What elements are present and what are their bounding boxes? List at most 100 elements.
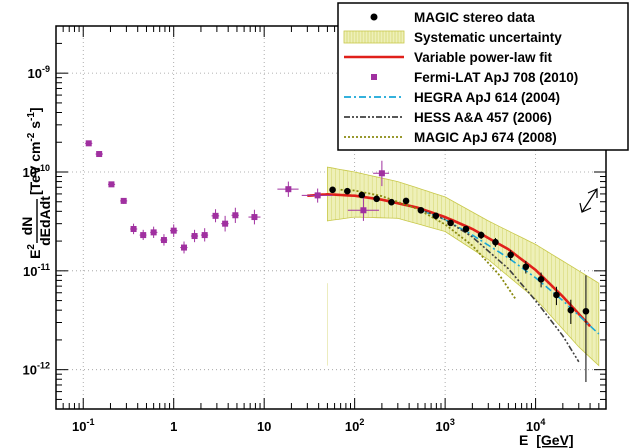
magic-marker [402, 197, 410, 205]
magic-stereo-data-point [388, 198, 395, 206]
fermi-data-point [180, 241, 188, 254]
fermi-data-point [108, 181, 116, 188]
y-tick-label: 10-12 [23, 361, 50, 378]
data-points-layer [85, 140, 590, 383]
fermi-marker [160, 237, 167, 244]
x-tick-label: 102 [345, 417, 364, 434]
magic-marker [477, 231, 485, 239]
magic-marker [388, 198, 395, 206]
fermi-marker [140, 232, 147, 239]
fermi-marker [212, 212, 219, 219]
magic-stereo-data-point [553, 286, 560, 306]
fermi-data-point [120, 197, 128, 204]
fermi-data-point [170, 224, 178, 237]
energy-shift-arrow-icon [579, 188, 598, 213]
svg-text:dEdAdt: dEdAdt [37, 196, 53, 246]
legend-symbols [343, 13, 405, 138]
fermi-data-point [231, 207, 239, 223]
magic-marker [537, 276, 545, 283]
variable-power-law-fit-curve [307, 192, 592, 328]
fermi-marker [232, 212, 239, 219]
model-curves-layer [307, 188, 600, 363]
fermi-data-point [150, 226, 158, 238]
fermi-marker [120, 197, 127, 204]
x-tick-label: 103 [435, 417, 454, 434]
magic-stereo-data-point [567, 299, 575, 324]
magic-marker [432, 212, 440, 220]
fermi-data-point [160, 234, 168, 246]
hess-a-a-457-2006-curve [417, 207, 580, 363]
magic-stereo-data-point [402, 197, 410, 205]
legend-symbol-square [371, 74, 377, 80]
fermi-data-point [211, 209, 220, 223]
x-tick-label: 10 [257, 419, 271, 434]
legend-label-hess: HESS A&A 457 (2006) [414, 110, 552, 125]
fermi-data-point [139, 229, 147, 241]
fermi-marker [108, 181, 115, 188]
magic-marker [582, 307, 590, 315]
fermi-marker [130, 225, 137, 232]
fermi-marker [222, 220, 229, 227]
svg-text:[TeV cm-2 s-1]: [TeV cm-2 s-1] [26, 107, 43, 195]
y-tick-label: 10-10 [23, 163, 50, 180]
legend: MAGIC stereo data Systematic uncertainty… [337, 2, 629, 151]
magic-marker [344, 187, 351, 195]
magic-stereo-data-point [329, 186, 336, 194]
magic-stereo-data-point [417, 206, 425, 214]
y-tick-label: 10-11 [23, 262, 50, 279]
magic-stereo-data-point [477, 231, 485, 239]
fermi-marker [201, 232, 208, 239]
x-axis-title: E [GeV] [519, 432, 574, 448]
magic-marker [358, 191, 366, 199]
legend-box [337, 2, 629, 151]
x-axis-title-unit: [GeV] [536, 432, 573, 448]
fermi-data-point [130, 223, 138, 235]
fermi-data-point [277, 181, 299, 197]
magic-stereo-data-point [507, 250, 514, 261]
fermi-marker [314, 192, 321, 199]
magic-marker [507, 251, 514, 259]
fermi-data-point [248, 209, 261, 225]
fermi-marker [85, 140, 92, 147]
x-tick-label: 10-1 [72, 417, 94, 434]
systematic-uncertainty-band [326, 166, 600, 367]
fermi-data-point [200, 228, 209, 242]
magic-marker [373, 195, 380, 203]
magic-marker [492, 238, 499, 246]
x-tick-label: 1 [170, 419, 177, 434]
fermi-marker [96, 151, 103, 158]
magic-stereo-data-point [373, 195, 380, 203]
legend-label-systematic: Systematic uncertainty [414, 30, 562, 45]
legend-label-magic-2008: MAGIC ApJ 674 (2008) [414, 130, 557, 145]
magic-stereo-data-point [537, 272, 545, 288]
fermi-marker [378, 170, 385, 177]
fermi-marker [191, 233, 198, 240]
svg-text:E2: E2 [26, 244, 43, 259]
fermi-marker [285, 186, 292, 193]
x-tick-label: 104 [526, 417, 545, 434]
magic-stereo-data-point [358, 191, 366, 199]
fermi-marker [170, 227, 177, 234]
magic-stereo-data-point [432, 212, 440, 220]
legend-label-fit: Variable power-law fit [414, 50, 553, 65]
fermi-data-point [221, 215, 229, 232]
magic-stereo-data-point [492, 237, 499, 247]
y-tick-label: 10-9 [28, 64, 50, 81]
fermi-data-point [373, 160, 390, 187]
legend-label-magic-stereo: MAGIC stereo data [414, 10, 535, 25]
fermi-marker [181, 244, 188, 251]
magic-stereo-data-point [344, 187, 351, 195]
fermi-marker [360, 207, 367, 214]
magic-marker [567, 306, 575, 314]
magic-marker [447, 219, 454, 227]
fermi-data-point [85, 140, 93, 147]
fermi-data-point [301, 188, 333, 203]
x-axis-title-main: E [519, 432, 528, 448]
legend-label-fermi: Fermi-LAT ApJ 708 (2010) [414, 70, 578, 85]
fermi-marker [150, 229, 157, 236]
fermi-data-point [190, 229, 199, 243]
fermi-data-point [95, 151, 103, 158]
magic-marker [329, 186, 336, 194]
magic-marker [522, 263, 530, 271]
